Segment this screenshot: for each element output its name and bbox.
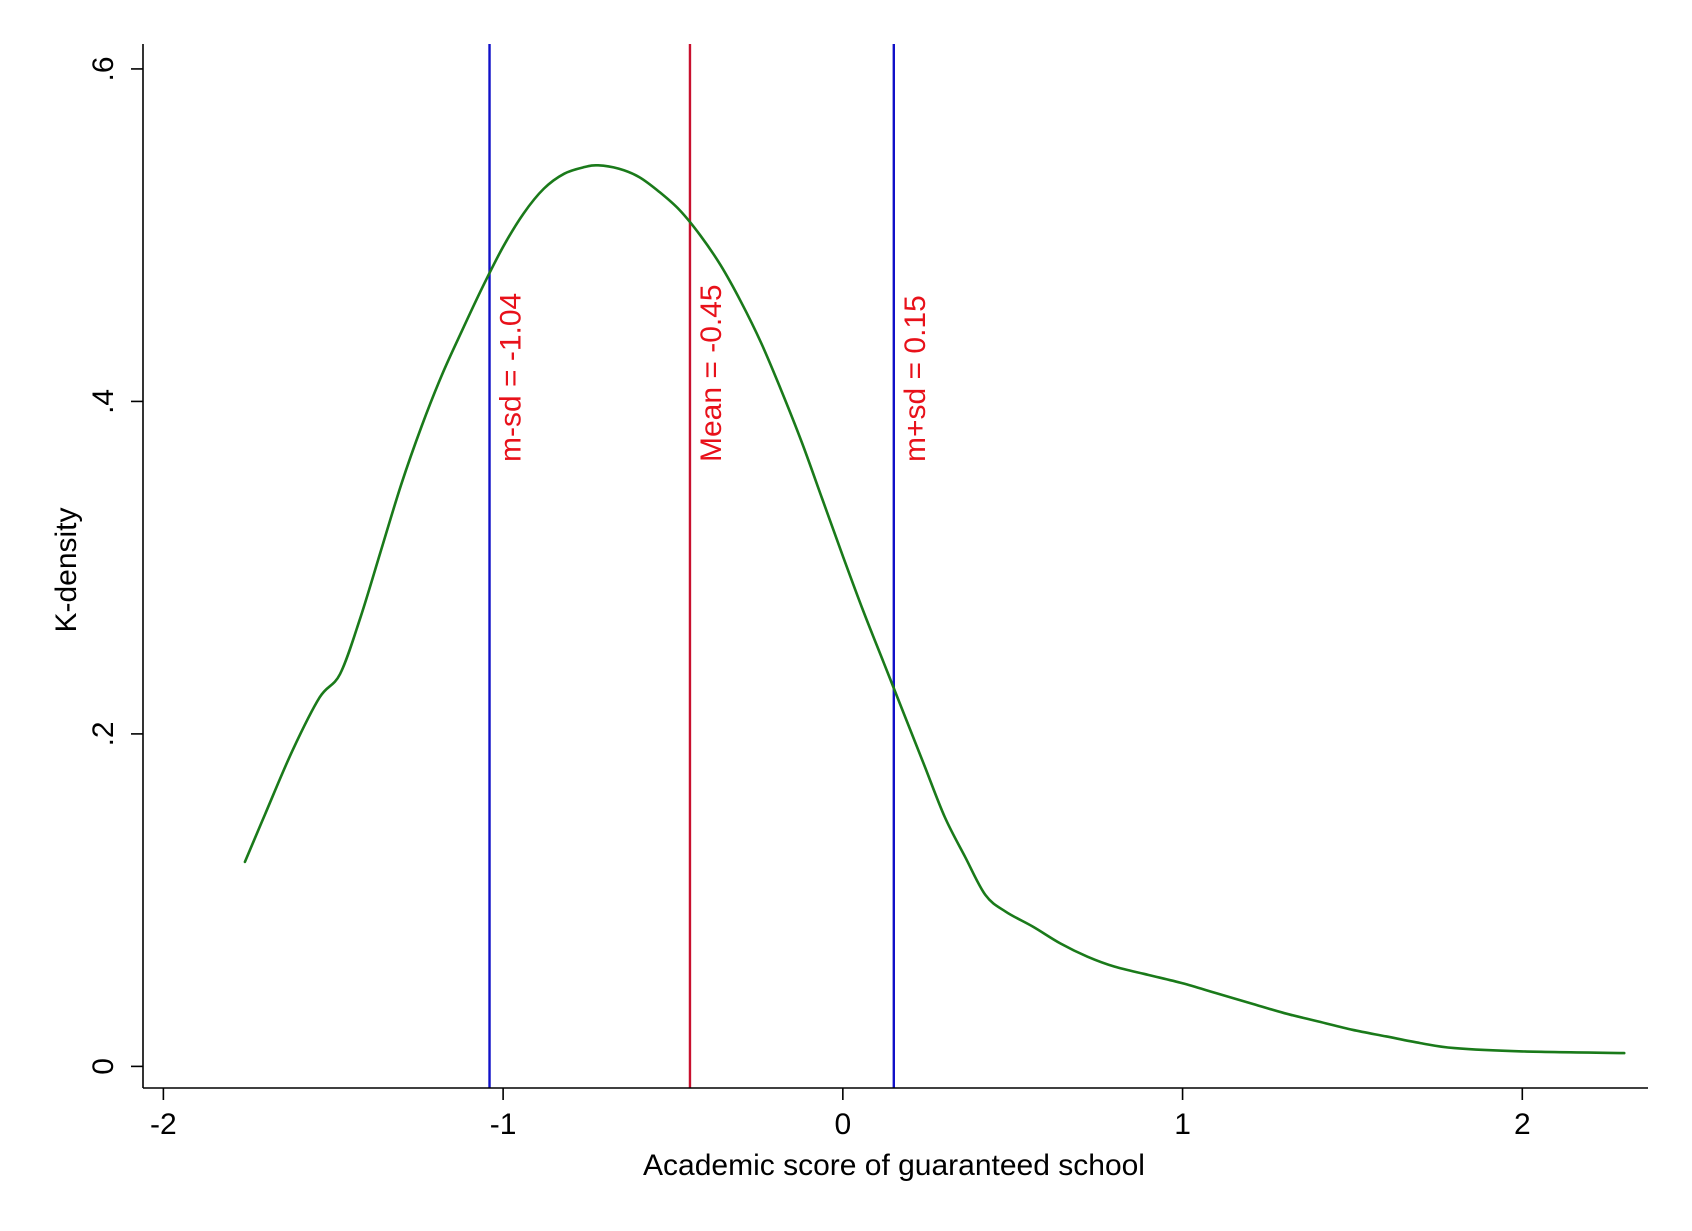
y-axis-ticks: 0 .2 .4 .6	[87, 56, 143, 1075]
y-tick-label-1: .2	[87, 721, 120, 746]
y-tick-label-0: 0	[87, 1058, 120, 1075]
density-curve-0	[243, 163, 1626, 1055]
reference-label-2: m+sd = 0.15	[899, 295, 932, 462]
x-axis-ticks: -2 -1 0 1 2	[150, 1088, 1531, 1141]
x-tick-label-4: 2	[1514, 1108, 1531, 1141]
y-axis-label: K-density	[50, 507, 83, 632]
density-curve-layer	[243, 163, 1626, 1055]
x-tick-label-1: -1	[490, 1108, 517, 1141]
y-tick-label-2: .4	[87, 389, 120, 414]
reference-label-0: m-sd = -1.04	[495, 293, 528, 462]
x-tick-label-3: 1	[1174, 1108, 1191, 1141]
reference-label-1: Mean = -0.45	[695, 284, 728, 462]
y-tick-label-3: .6	[87, 56, 120, 81]
x-axis-label: Academic score of guaranteed school	[643, 1149, 1145, 1182]
axes: 0 .2 .4 .6 -2 -1 0 1 2	[87, 44, 1648, 1141]
reference-lines: m-sd = -1.04 Mean = -0.45 m+sd = 0.15	[488, 44, 932, 1088]
x-tick-label-0: -2	[150, 1108, 177, 1141]
x-tick-label-2: 0	[834, 1108, 851, 1141]
